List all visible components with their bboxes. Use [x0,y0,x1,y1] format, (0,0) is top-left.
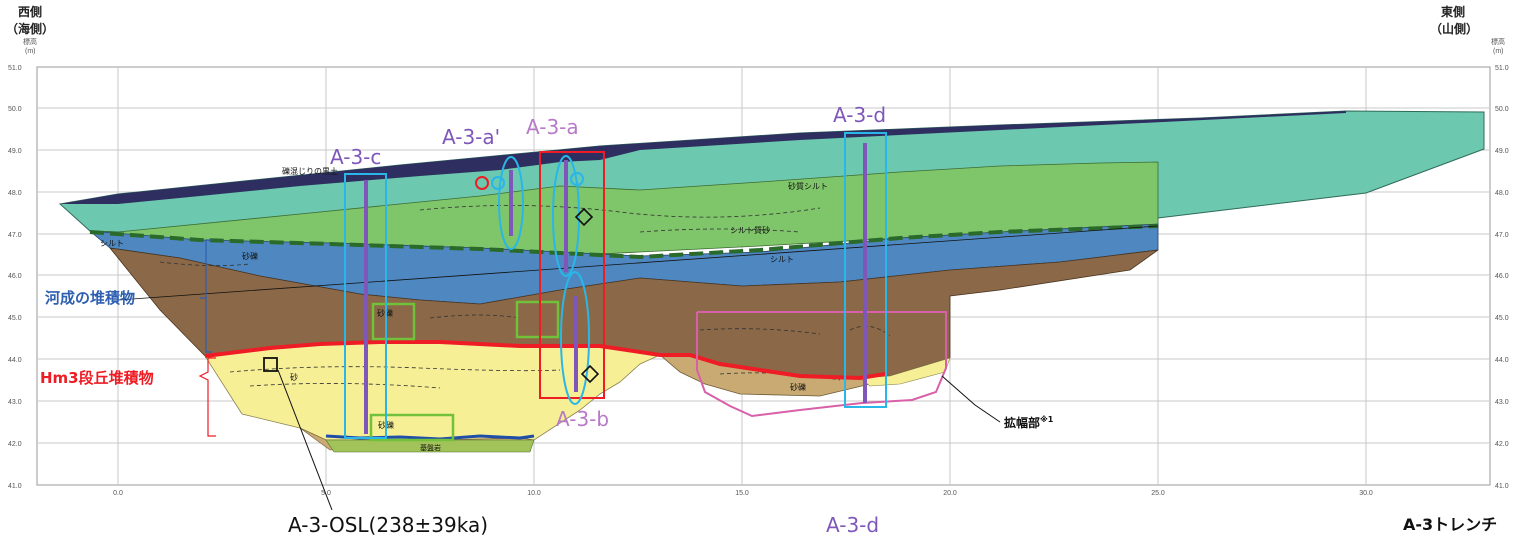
sample-circle-blue [491,176,505,190]
core-label-a3c: A-3-c [330,145,381,169]
y-tick-label: 45.0 [8,315,22,322]
x-tick-label: 10.0 [527,490,541,497]
y-tick-label: 46.0 [8,273,22,280]
widened-leader-line [941,375,1001,423]
terrace-top-boundary [204,340,886,381]
x-tick-label: 30.0 [1359,490,1373,497]
core-ellipse-a3b [560,271,590,405]
y-tick-label: 41.0 [1495,483,1509,490]
x-tick-label: 15.0 [735,490,749,497]
terrace-deposit-label: Hm3段丘堆積物 [40,369,154,387]
widened-section-outline [696,311,947,418]
core-label-a3a-prime: A-3-a' [442,125,500,149]
elevation-axis-unit-left: (m) [25,48,36,55]
sample-circle-blue [570,172,584,186]
x-tick-label: 20.0 [943,490,957,497]
elevation-axis-unit-right: (m) [1493,48,1504,55]
y-tick-label: 44.0 [8,357,22,364]
x-tick-label: 25.0 [1151,490,1165,497]
sample-circle-red [475,176,489,190]
elevation-axis-label-right: 標高 [1491,37,1505,46]
y-tick-label: 51.0 [8,65,22,72]
sample-box-green [371,302,416,341]
core-label-a3a: A-3-a [526,115,579,139]
core-label-a3b: A-3-b [556,407,609,431]
sand-gravel-label-a: 砂礫 [242,251,258,261]
core-box-a3d [844,132,887,408]
black-soil-layer [60,111,1346,204]
y-tick-label: 49.0 [1495,148,1509,155]
sample-box-green [369,413,455,442]
y-tick-label: 50.0 [1495,106,1509,113]
east-side-sublabel: （山側） [1430,21,1478,36]
core-label-a3d: A-3-d [833,103,886,127]
y-tick-label: 47.0 [1495,232,1509,239]
fluvial-deposit-label: 河成の堆積物 [45,289,135,307]
osl-leader-line [277,369,333,511]
y-tick-label: 45.0 [1495,315,1509,322]
y-tick-label: 49.0 [8,148,22,155]
x-tick-label: 0.0 [113,490,123,497]
osl-date-label: A-3-OSL(238±39ka) [288,513,488,537]
fluvial-bracket [200,239,212,353]
y-axis-right: 51.0 50.0 49.0 48.0 47.0 46.0 45.0 44.0 … [1495,65,1509,490]
y-tick-label: 41.0 [8,483,22,490]
bedrock-layer [325,439,535,453]
bedrock-label: 基盤岩 [420,443,441,452]
silt-right-label: シルト [770,255,794,264]
y-tick-label: 44.0 [1495,357,1509,364]
core-ellipse-a3a-prime [498,156,524,250]
osl-sample-box [263,357,278,372]
sandy-silt-label: 砂質シルト [788,181,828,191]
terrace-bracket [198,357,216,437]
y-tick-label: 48.0 [8,190,22,197]
y-axis-left: 51.0 50.0 49.0 48.0 47.0 46.0 45.0 44.0 … [8,65,22,490]
core-box-a3c [344,173,387,439]
bottom-core-label: A-3-d [826,513,879,537]
core-box-a3a [539,151,605,399]
west-side-sublabel: （海側） [6,21,54,36]
east-side-label: 東側 [1441,4,1465,19]
sand-label: 砂 [290,372,298,382]
reference-line [117,225,1159,301]
sample-box-green [515,300,560,339]
y-tick-label: 43.0 [8,399,22,406]
silt-left-label: シルト [100,239,124,248]
sand-gravel-label-d: 砂礫 [790,382,806,392]
y-tick-label: 46.0 [1495,273,1509,280]
y-tick-label: 42.0 [1495,441,1509,448]
west-side-label: 西側 [18,4,42,19]
y-tick-label: 43.0 [1495,399,1509,406]
y-tick-label: 51.0 [1495,65,1509,72]
y-tick-label: 47.0 [8,232,22,239]
trench-name-label: A-3トレンチ [1403,515,1497,534]
core-ellipse-a3a [552,155,580,277]
y-tick-label: 42.0 [8,441,22,448]
sample-diamond [580,364,600,384]
x-axis: 0.0 5.0 10.0 15.0 20.0 25.0 30.0 [113,490,1373,497]
elevation-axis-label-left: 標高 [23,37,37,46]
sample-diamond [574,207,594,227]
black-soil-label: 礫混じりの黒土 [282,166,338,176]
green-dashed-boundary [89,224,1159,260]
widened-section-label: 拡幅部※1 [1004,414,1054,430]
y-tick-label: 48.0 [1495,190,1509,197]
y-tick-label: 50.0 [8,106,22,113]
silt-sand-label: シルト質砂 [730,225,770,235]
